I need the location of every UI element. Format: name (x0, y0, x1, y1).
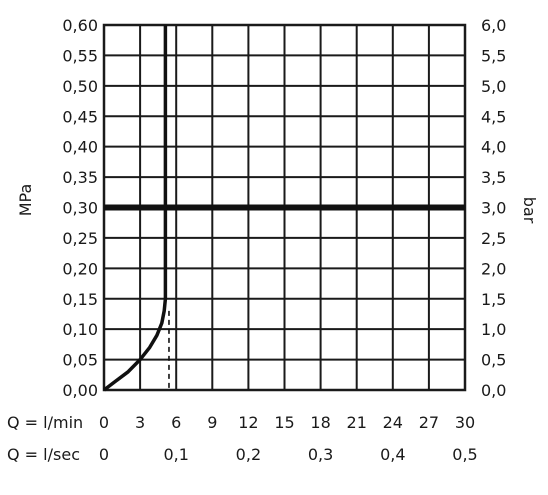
y-left-tick-label: 0,05 (62, 351, 98, 370)
x-lmin-tick-label: 12 (238, 413, 258, 432)
y-right-tick-label: 2,5 (481, 229, 506, 248)
x-lmin-tick-label: 24 (383, 413, 403, 432)
x-lmin-tick-label: 9 (207, 413, 217, 432)
x-lmin-tick-label: 18 (310, 413, 330, 432)
x-lmin-tick-label: 15 (274, 413, 294, 432)
y-right-tick-label: 5,5 (481, 46, 506, 65)
x-row-label-lmin: Q = l/min (7, 413, 83, 432)
x-lmin-tick-label: 30 (455, 413, 475, 432)
y-left-tick-label: 0,30 (62, 199, 98, 218)
x-lsec-tick-label: 0,5 (452, 445, 477, 464)
y-right-tick-label: 5,0 (481, 77, 506, 96)
y-left-tick-label: 0,10 (62, 320, 98, 339)
y-axis-label-right: bar (520, 197, 539, 224)
y-axis-label-left: MPa (16, 184, 35, 217)
x-lsec-tick-label: 0,3 (308, 445, 333, 464)
series-curve (102, 25, 168, 392)
y-right-tick-labels: 0,0 0,5 1,0 1,5 2,0 2,5 3,0 3,5 4,0 4,5 5,0 5,5 6,0 (481, 16, 506, 400)
y-left-tick-label: 0,60 (62, 16, 98, 35)
y-left-tick-label: 0,20 (62, 259, 98, 278)
y-left-tick-label: 0,15 (62, 290, 98, 309)
y-right-tick-label: 6,0 (481, 16, 506, 35)
y-left-tick-label: 0,45 (62, 107, 98, 126)
x-lsec-tick-label: 0 (99, 445, 109, 464)
y-right-tick-label: 3,0 (481, 199, 506, 218)
curve-layer (102, 25, 168, 392)
x-lmin-tick-label: 27 (419, 413, 439, 432)
x-lmin-tick-label: 3 (135, 413, 145, 432)
y-right-tick-label: 0,5 (481, 351, 506, 370)
y-left-tick-label: 0,35 (62, 168, 98, 187)
y-left-tick-labels: 0,00 0,05 0,10 0,15 0,20 0,25 0,30 0,35 0,40 0,45… (62, 16, 98, 400)
y-right-tick-label: 3,5 (481, 168, 506, 187)
x-lsec-tick-label: 0,2 (236, 445, 261, 464)
x-tick-labels: 0 3 6 9 12 15 18 21 24 27 30 0 0,1 0,2 0,3 0,4 0,5 (99, 413, 478, 464)
y-left-tick-label: 0,25 (62, 229, 98, 248)
x-lmin-tick-label: 6 (171, 413, 181, 432)
x-lmin-tick-label: 21 (347, 413, 367, 432)
y-right-tick-label: 4,0 (481, 138, 506, 157)
x-row-label-lsec: Q = l/sec (7, 445, 80, 464)
y-left-tick-label: 0,40 (62, 138, 98, 157)
y-left-tick-label: 0,55 (62, 46, 98, 65)
x-lsec-tick-label: 0,4 (380, 445, 405, 464)
x-lmin-tick-label: 0 (99, 413, 109, 432)
y-right-tick-label: 0,0 (481, 381, 506, 400)
y-right-tick-label: 1,0 (481, 320, 506, 339)
y-right-tick-label: 2,0 (481, 259, 506, 278)
x-lsec-tick-label: 0,1 (163, 445, 188, 464)
y-right-tick-label: 4,5 (481, 107, 506, 126)
y-left-tick-label: 0,00 (62, 381, 98, 400)
y-right-tick-label: 1,5 (481, 290, 506, 309)
y-left-tick-label: 0,50 (62, 77, 98, 96)
